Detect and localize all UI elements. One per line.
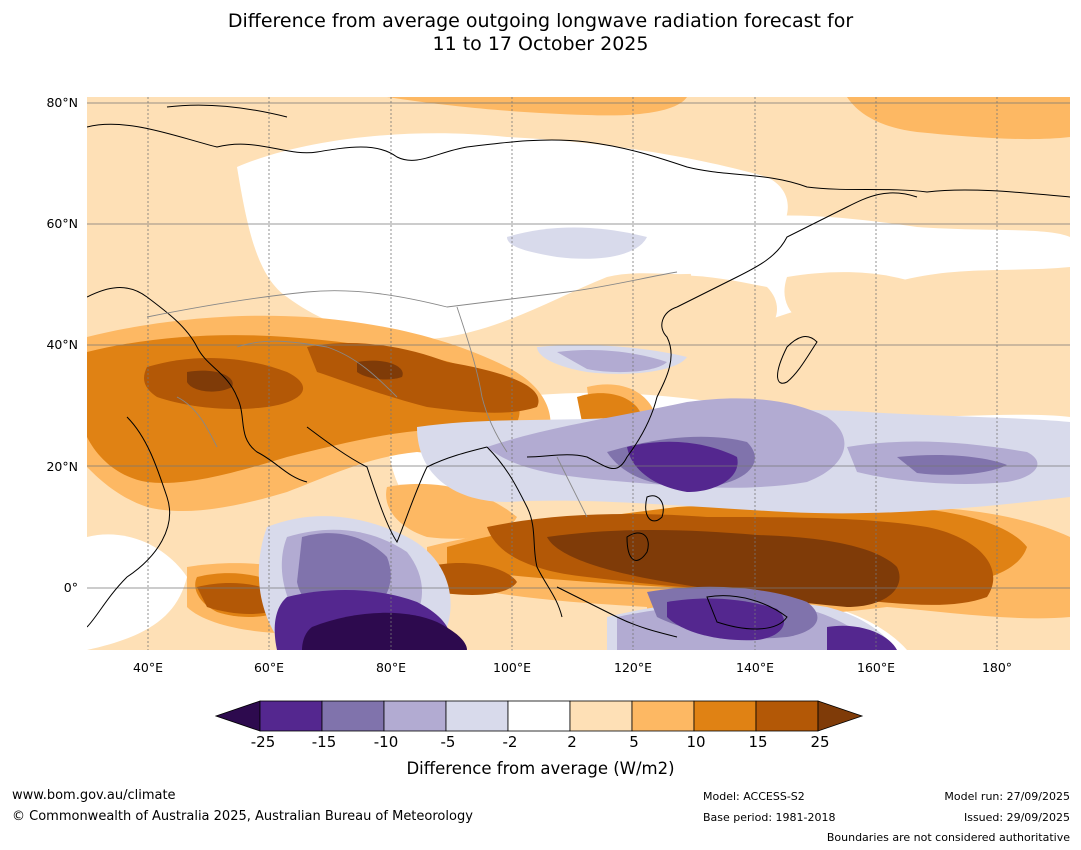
- lon-label-100e: 100°E: [492, 660, 532, 675]
- colorbar-swatch: [445, 700, 509, 732]
- olr-anomaly-map: [87, 97, 1070, 650]
- lat-label-40n: 40°N: [46, 337, 78, 352]
- lat-label-80n: 80°N: [46, 95, 78, 110]
- colorbar-tick: -10: [373, 733, 399, 751]
- model-name: Model: ACCESS-S2: [703, 790, 805, 803]
- lon-label-180: 180°: [981, 660, 1013, 675]
- lon-label-120e: 120°E: [613, 660, 653, 675]
- title-line-1: Difference from average outgoing longwav…: [227, 10, 854, 32]
- colorbar-extend-high: [817, 700, 864, 732]
- lon-label-80e: 80°E: [375, 660, 407, 675]
- model-run-date: Model run: 27/09/2025: [944, 790, 1070, 803]
- colorbar-tick: 25: [810, 733, 830, 751]
- colorbar-swatches: [214, 700, 864, 732]
- colorbar-swatch: [507, 700, 571, 732]
- colorbar-tick: 15: [748, 733, 768, 751]
- colorbar-swatch: [755, 700, 819, 732]
- colorbar-swatch: [259, 700, 323, 732]
- lon-label-40e: 40°E: [132, 660, 164, 675]
- lat-label-60n: 60°N: [46, 216, 78, 231]
- colorbar-tick: 2: [567, 733, 577, 751]
- lon-label-160e: 160°E: [856, 660, 896, 675]
- colorbar: [214, 700, 867, 736]
- colorbar-swatch: [631, 700, 695, 732]
- lat-label-0: 0°: [63, 580, 78, 595]
- colorbar-tick: -15: [311, 733, 337, 751]
- purple-below-minus25: [302, 612, 467, 650]
- graticule: [87, 97, 1070, 650]
- colorbar-label: Difference from average (W/m2): [406, 759, 675, 778]
- coastlines: [87, 104, 1070, 638]
- colorbar-tick: 5: [629, 733, 639, 751]
- colorbar-tick: -2: [502, 733, 518, 751]
- boundaries-disclaimer: Boundaries are not considered authoritat…: [826, 831, 1070, 844]
- country-borders: [146, 271, 678, 518]
- title-line-2: 11 to 17 October 2025: [432, 33, 649, 55]
- colorbar-swatch: [569, 700, 633, 732]
- colorbar-tick: 10: [686, 733, 706, 751]
- colorbar-swatch: [693, 700, 757, 732]
- lon-label-60e: 60°E: [253, 660, 285, 675]
- lon-label-140e: 140°E: [735, 660, 775, 675]
- colorbar-extend-low: [214, 700, 261, 732]
- base-period: Base period: 1981-2018: [703, 811, 836, 824]
- light-orange-patches: [627, 162, 1070, 343]
- colorbar-swatch: [321, 700, 385, 732]
- colorbar-swatch: [383, 700, 447, 732]
- map-canvas: [87, 97, 1070, 650]
- map-title: Difference from average outgoing longwav…: [0, 10, 1081, 56]
- issued-date: Issued: 29/09/2025: [963, 811, 1070, 824]
- copyright-text: © Commonwealth of Australia 2025, Austra…: [12, 809, 473, 824]
- colorbar-tick: -25: [250, 733, 276, 751]
- lat-label-20n: 20°N: [46, 459, 78, 474]
- website-url[interactable]: www.bom.gov.au/climate: [12, 788, 176, 803]
- colorbar-tick: -5: [440, 733, 456, 751]
